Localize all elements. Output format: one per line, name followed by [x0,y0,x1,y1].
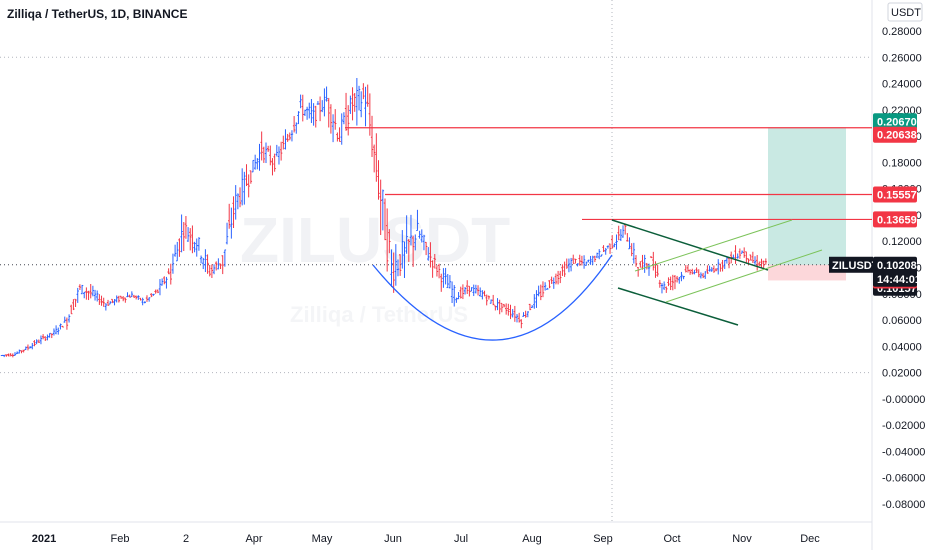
y-tick-label: -0.04000 [882,446,925,458]
horizontal-levels[interactable] [345,127,872,221]
price-tag-label: 0.15557 [877,189,917,201]
chart-title: Zilliqa / TetherUS, 1D, BINANCE [7,7,187,21]
rising-channel-upper[interactable] [634,219,793,272]
candlestick-series [0,78,768,358]
x-tick-label: Jun [384,533,402,545]
chart-grid [0,0,873,550]
x-tick-label: Dec [800,533,820,545]
pattern-drawings[interactable] [372,219,823,341]
x-tick-label: 2021 [32,533,56,545]
price-tag [873,186,917,203]
x-tick-label: 2 [183,533,189,545]
position-profit-zone[interactable] [768,127,846,265]
x-tick-label: Feb [111,533,130,545]
y-tick-label: 0.24000 [882,79,922,91]
position-loss-zone[interactable] [768,264,846,281]
price-tags: 0.206700.206380.155570.136590.101570.090… [829,113,921,296]
x-tick-label: May [312,533,333,545]
y-tick-label: -0.00000 [882,394,925,406]
y-tick-label: 0.02000 [882,368,922,380]
y-tick-label: 0.06000 [882,315,922,327]
price-tag-label: 0.20670 [877,116,917,128]
cup-curve[interactable] [372,254,613,341]
y-tick-label: -0.02000 [882,420,925,432]
price-tag-label: 0.20638 [877,130,917,142]
symbol-watermark: ZILUSDT Zilliqa / TetherUS [240,204,510,327]
y-tick-label: 0.26000 [882,52,922,64]
currency-label: USDT [891,7,921,19]
x-tick-label: Oct [663,533,680,545]
x-tick-label: Nov [732,533,752,545]
x-tick-label: Jul [454,533,468,545]
price-tag [873,126,917,143]
bar-countdown: 14:44:01 [877,274,921,286]
watermark-name: Zilliqa / TetherUS [290,302,468,327]
price-tag [873,211,917,228]
rising-channel-lower[interactable] [665,249,823,303]
y-tick-label: 0.18000 [882,157,922,169]
falling-channel-lower[interactable] [617,287,739,326]
x-tick-label: Apr [245,533,262,545]
y-tick-label: -0.06000 [882,473,925,485]
current-price-tag [873,256,917,287]
x-tick-label: Aug [522,533,542,545]
price-tag-label: 0.13659 [877,214,917,226]
x-tick-label: Sep [593,533,613,545]
y-tick-label: -0.08000 [882,499,925,511]
long-position-tool[interactable] [768,127,846,281]
price-tag [873,113,917,130]
symbol-tag [829,256,873,273]
watermark-symbol: ZILUSDT [240,204,510,276]
y-tick-label: 0.04000 [882,341,922,353]
y-tick-label: 0.12000 [882,236,922,248]
y-tick-label: 0.28000 [882,26,922,38]
falling-channel-upper[interactable] [611,219,769,271]
current-price-label: 0.10208 [877,260,917,272]
time-axis[interactable]: 2021 Feb 2 Apr May Jun Jul Aug Sep Oct Nov Dec [32,533,821,545]
symbol-tag-label: ZILUSDT [832,260,879,272]
currency-unit[interactable]: USDT [887,2,923,22]
